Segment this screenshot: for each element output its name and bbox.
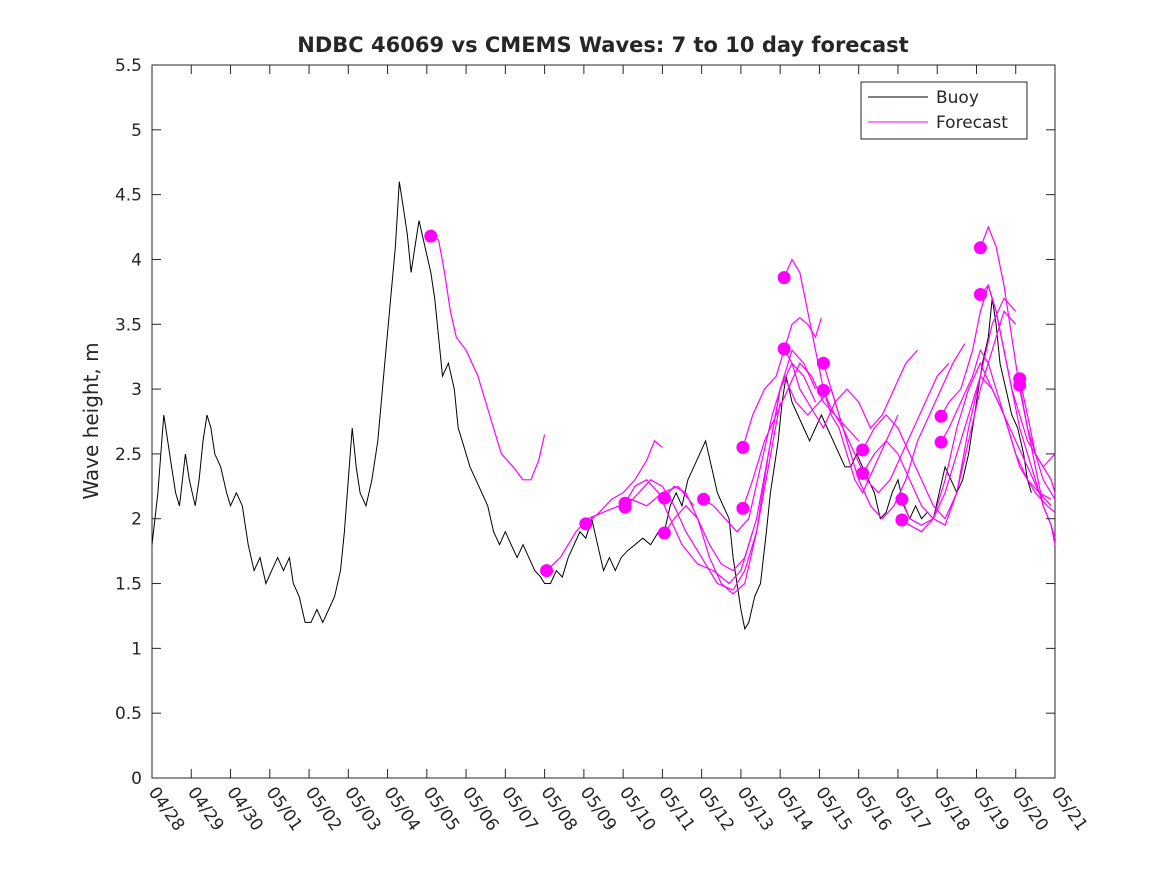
plot-area: 00.511.522.533.544.555.5 04/2804/2904/30… <box>115 56 1091 835</box>
legend-label-forecast: Forecast <box>936 113 1008 133</box>
forecast-start-point-4 <box>618 500 632 514</box>
forecast-start-point-23 <box>1013 378 1027 392</box>
series-forecast-line-19 <box>940 348 1056 513</box>
forecast-start-point-9 <box>736 501 750 515</box>
y-axis-label: Wave height, m <box>79 342 103 499</box>
y-tick-label: 1.5 <box>115 575 142 595</box>
marker-layer <box>424 229 1027 578</box>
forecast-start-point-1 <box>540 564 554 578</box>
series-buoy-line <box>151 181 1032 631</box>
y-tick-label: 0 <box>131 769 142 789</box>
series-forecast-line-15 <box>862 297 1017 527</box>
forecast-start-point-15 <box>856 466 870 480</box>
y-tick-label: 5.5 <box>115 56 142 76</box>
forecast-start-point-0 <box>424 229 438 243</box>
y-tick-label: 3.5 <box>115 315 142 335</box>
series-forecast-line-13 <box>822 362 950 494</box>
y-tick-label: 4.5 <box>115 186 142 206</box>
forecast-start-point-16 <box>895 492 909 506</box>
forecast-start-point-5 <box>657 526 671 540</box>
series-forecast-line-2 <box>585 439 663 525</box>
legend-label-buoy: Buoy <box>936 88 979 108</box>
forecast-start-point-6 <box>657 491 671 505</box>
series-forecast-line-11 <box>783 348 919 430</box>
forecast-start-point-21 <box>973 288 987 301</box>
series-forecast-line-23 <box>1019 385 1056 545</box>
forecast-start-point-11 <box>777 342 791 356</box>
y-tick-label: 3 <box>131 380 142 400</box>
forecast-start-point-19 <box>934 435 948 449</box>
y-tick-label: 2 <box>131 510 142 530</box>
y-tick-label: 1 <box>131 639 142 659</box>
chart-title: NDBC 46069 vs CMEMS Waves: 7 to 10 day f… <box>297 33 908 57</box>
series-forecast-line-5 <box>663 349 817 595</box>
y-tick-label: 5 <box>131 121 142 141</box>
series-forecast-line-3 <box>624 479 754 585</box>
forecast-start-point-12 <box>816 356 830 370</box>
forecast-start-point-17 <box>895 513 909 527</box>
forecast-start-point-13 <box>816 383 830 397</box>
axes-box <box>151 64 1056 779</box>
series-forecast-line-7 <box>703 374 844 533</box>
forecast-start-point-10 <box>777 271 791 285</box>
series-forecast-line-16 <box>901 374 1052 526</box>
y-tick-label: 0.5 <box>115 704 142 724</box>
forecast-start-point-14 <box>856 443 870 457</box>
series-forecast-line-14 <box>862 310 1017 520</box>
forecast-start-point-2 <box>579 517 593 531</box>
series-forecast-line-12 <box>822 343 966 520</box>
legend-box <box>860 81 1028 140</box>
forecast-start-point-8 <box>736 440 750 454</box>
series-forecast-line-22 <box>1019 378 1056 500</box>
y-tick-label: 2.5 <box>115 445 142 465</box>
forecast-start-point-18 <box>934 409 948 423</box>
series-forecast-line-0 <box>430 235 546 481</box>
y-axis: 0 0.5 1 1.5 2 2.5 3 3.5 4 4.5 5 5.5 <box>115 56 1055 789</box>
series-forecast-line-10 <box>783 258 899 495</box>
forecast-start-point-7 <box>697 492 711 506</box>
forecast-start-point-20 <box>973 241 987 255</box>
y-tick-label: 4 <box>131 250 142 270</box>
series-forecast-line-6 <box>663 362 817 572</box>
series-forecast-line-9 <box>742 362 860 509</box>
legend: Buoy Forecast <box>860 81 1028 140</box>
